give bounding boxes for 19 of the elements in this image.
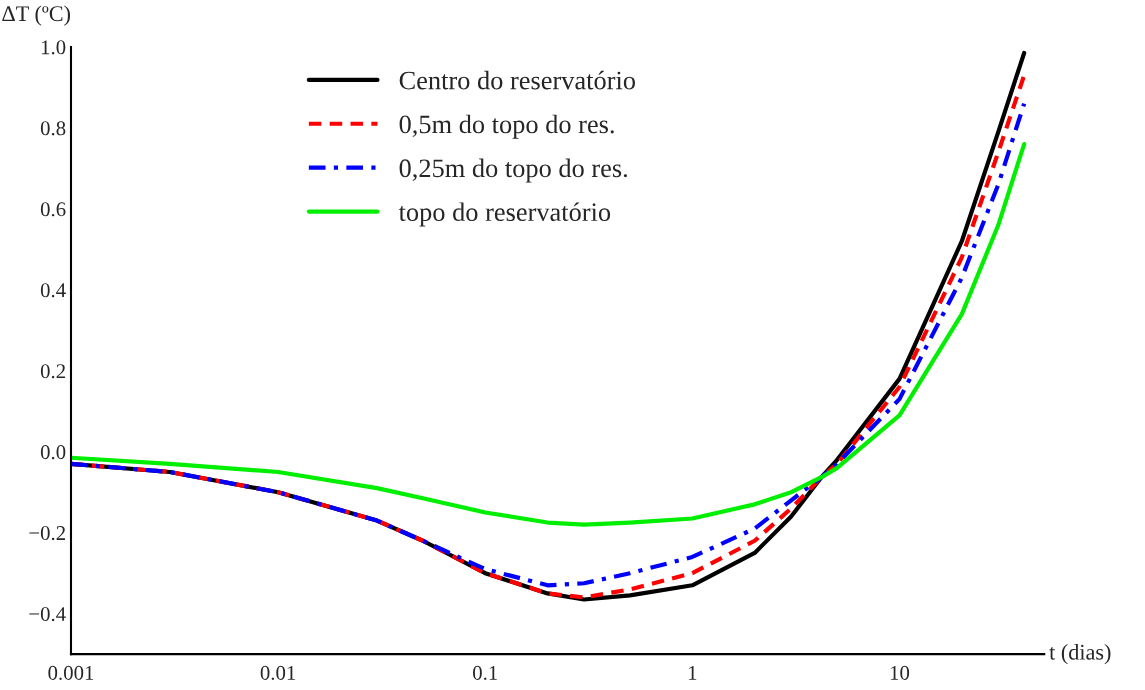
legend-label: topo do reservatório — [398, 202, 611, 227]
legend-label: 0,5m do topo do res. — [399, 114, 614, 139]
x-tick-label: 0.001 — [48, 665, 94, 680]
y-tick-label: −0.2 — [29, 526, 65, 541]
y-tick-label: 0.6 — [40, 202, 66, 217]
x-tick-label: 1 — [688, 665, 697, 680]
x-axis-title: t (dias) — [1049, 644, 1111, 665]
y-tick-label: 0.2 — [40, 364, 65, 379]
y-tick-label: −0.4 — [29, 607, 66, 622]
y-tick-label: 0.4 — [40, 283, 66, 298]
y-tick-label: 1.0 — [41, 40, 66, 55]
y-tick-label: 0.8 — [40, 121, 66, 136]
legend-label: Centro do reservatório — [399, 70, 635, 90]
x-tick-label: 10 — [890, 665, 910, 680]
y-axis-title: ΔT (ºC) — [2, 5, 71, 26]
x-tick-label: 0.1 — [473, 665, 497, 680]
y-tick-label: 0.0 — [40, 445, 66, 460]
x-tick-label: 0.01 — [260, 665, 296, 680]
legend-label: 0,25m do topo do res. — [399, 158, 627, 183]
